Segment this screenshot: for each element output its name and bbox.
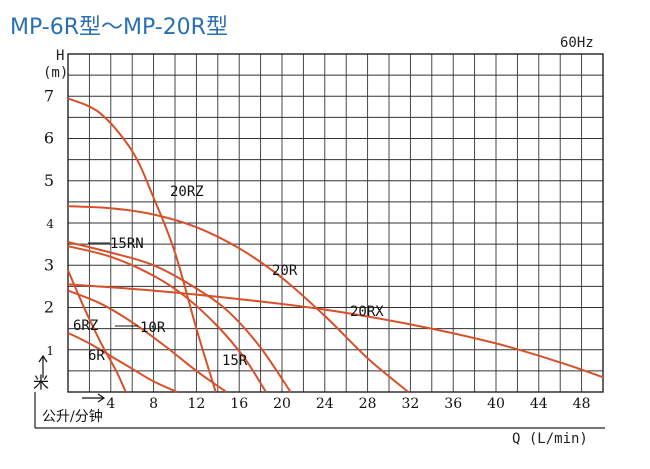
x-axis-cn-label: 公升/分钟: [42, 408, 103, 425]
chart-series-labels: 20RZ 20R 20RX 15RN 15R 10R 6RZ 6R: [73, 184, 384, 369]
chart-title: MP-6R型～MP-20R型: [10, 15, 228, 40]
curve-6rz: [67, 269, 127, 393]
y-tick-label: 4: [46, 217, 54, 231]
curve-15r: [67, 241, 292, 393]
x-tick-label: 32: [401, 396, 419, 412]
series-label-20rz: 20RZ: [170, 184, 204, 200]
y-tick-label: 7: [44, 86, 54, 105]
x-tick-label: 8: [149, 396, 158, 412]
x-direction-arrow: [82, 393, 106, 403]
y-tick-label: 5: [44, 171, 54, 190]
series-label-15rn: 15RN: [110, 236, 144, 252]
y-axis-cn-label: 米: [33, 373, 49, 392]
x-tick-label: 20: [273, 396, 291, 412]
y-tick-label: 2: [44, 298, 54, 317]
curve-6r: [67, 331, 178, 393]
series-label-6rz: 6RZ: [73, 318, 98, 334]
series-label-6r: 6R: [88, 348, 105, 364]
curve-10r: [67, 289, 227, 393]
plot-frame: [67, 53, 604, 393]
series-label-20rx: 20RX: [350, 304, 384, 320]
x-tick-label: 4: [106, 396, 115, 412]
x-tick-label: 44: [530, 396, 548, 412]
curve-20r: [67, 205, 409, 393]
x-tick-label: 48: [573, 396, 591, 412]
y-tick-label: 3: [44, 255, 54, 274]
x-tick-label: 40: [487, 396, 505, 412]
x-tick-label: 24: [316, 396, 334, 412]
series-label-15r: 15R: [222, 353, 248, 369]
chart-grid: [34, 53, 605, 429]
x-tick-label: 36: [444, 396, 462, 412]
y-axis-unit: (m): [43, 65, 68, 81]
chart-curves: [67, 97, 604, 393]
y-tick-label: 6: [44, 129, 54, 148]
x-tick-label: 16: [230, 396, 248, 412]
y-tick-label: 1: [46, 344, 54, 358]
y-axis-symbol: H: [56, 48, 64, 64]
series-label-20r: 20R: [272, 263, 298, 279]
curve-20rx: [67, 283, 604, 379]
x-tick-label: 12: [187, 396, 205, 412]
x-axis-title: Q (L/min): [512, 431, 588, 447]
curve-15rn: [67, 245, 267, 393]
y-direction-arrow: [38, 354, 48, 378]
series-label-10r: 10R: [140, 320, 166, 336]
frequency-label: 60Hz: [560, 35, 594, 51]
curve-20rz: [67, 97, 217, 393]
x-tick-label: 28: [359, 396, 377, 412]
